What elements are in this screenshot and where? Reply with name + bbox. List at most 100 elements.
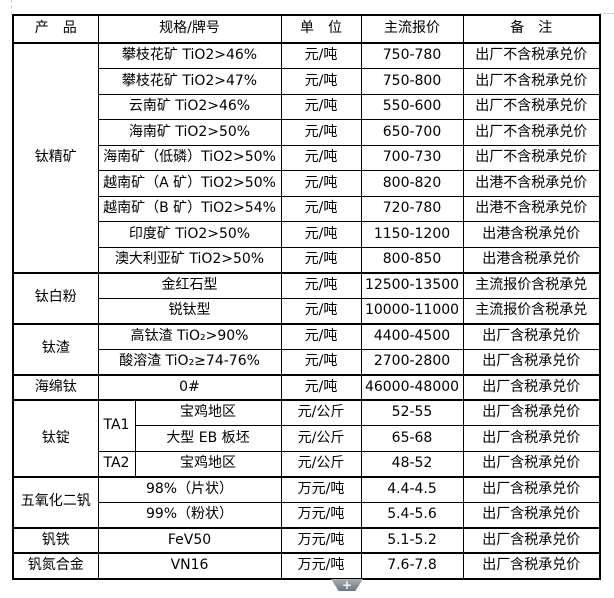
table-row: 印度矿 TiO2>50% 元/吨 1150-1200 出港含税承兑价 [13,221,601,248]
price-cell: 700-730 [360,144,464,171]
unit-cell: 元/吨 [280,373,362,401]
table-row: 海绵钛 0# 元/吨 46000-48000 出厂含税承兑价 [12,373,601,401]
unit-cell: 元/吨 [280,221,362,248]
price-cell: 4.4-4.5 [360,475,464,503]
note-cell: 出厂不含税承兑价 [462,119,601,146]
spec-cell: 锐钛型 [97,297,282,324]
table-row: 钛渣 高钛渣 TiO₂>90% 元/吨 4400-4500 出厂含税承兑价 [12,322,601,375]
spec-cell: 澳大利亚矿 TiO2>50% [97,246,282,273]
unit-cell: 元/吨 [280,68,362,95]
table-row: 钒氮合金 VN16 万元/吨 7.6-7.8 出厂含税承兑价 [12,552,601,579]
note-cell: 主流报价含税承兑 [462,297,601,324]
note-cell: 出港不含税承兑价 [462,195,601,222]
unit-cell: 元/公斤 [280,425,362,452]
price-table: 产 品 规格/牌号 单 位 主流报价 备 注 钛精矿 攀枝花矿 TiO2>46%… [12,14,601,580]
table-row: 钛精矿 攀枝花矿 TiO2>46% 元/吨 750-780 出厂不含税承兑价 [12,42,601,273]
note-cell: 出厂不含税承兑价 [462,42,601,69]
spec-cell: 攀枝花矿 TiO2>46% [97,42,282,69]
price-cell: 52-55 [360,399,464,426]
product-cell: 钛锭 [12,399,99,477]
spec-cell: 宝鸡地区 [134,450,282,477]
product-cell: 钒铁 [12,526,99,554]
col-header-price: 主流报价 [360,14,464,44]
table-row: 越南矿（B 矿）TiO2>54% 元/吨 720-780 出港不含税承兑价 [13,195,601,222]
table-row: 五氧化二钒 98%（片状） 万元/吨 4.4-4.5 出厂含税承兑价 [12,475,601,528]
unit-cell: 元/吨 [280,119,362,146]
note-cell: 出厂不含税承兑价 [462,144,601,171]
price-cell: 65-68 [360,425,464,452]
table-row: 越南矿（A 矿）TiO2>50% 元/吨 800-820 出港不含税承兑价 [13,170,601,197]
price-cell: 1150-1200 [360,221,464,248]
unit-cell: 元/公斤 [280,399,362,426]
table-row: 钒铁 FeV50 万元/吨 5.1-5.2 出厂含税承兑价 [12,526,601,554]
grade-cell: TA2 [97,450,136,477]
unit-cell: 元/吨 [280,170,362,197]
table-row: 大型 EB 板坯 元/公斤 65-68 出厂含税承兑价 [13,425,601,452]
table-row: TA2 宝鸡地区 元/公斤 48-52 出厂含税承兑价 [13,450,601,477]
unit-cell: 元/公斤 [280,450,362,477]
spec-cell: 0# [97,373,282,401]
unit-cell: 元/吨 [280,246,362,273]
col-header-note: 备 注 [462,14,601,44]
spec-cell: 98%（片状） [97,475,282,503]
unit-cell: 元/吨 [280,271,362,299]
table-row: 钛白粉 金红石型 元/吨 12500-13500 主流报价含税承兑 [12,271,601,324]
spec-cell: 高钛渣 TiO₂>90% [97,322,282,350]
product-cell: 钛白粉 [12,271,99,324]
price-cell: 2700-2800 [360,348,464,375]
note-cell: 出厂含税承兑价 [462,526,601,554]
spec-cell: 99%（粉状） [97,501,282,528]
price-cell: 650-700 [360,119,464,146]
unit-cell: 元/吨 [280,322,362,350]
note-cell: 出厂含税承兑价 [462,450,601,477]
unit-cell: 元/吨 [280,93,362,120]
note-cell: 出厂含税承兑价 [462,475,601,503]
note-cell: 出厂含税承兑价 [462,552,601,579]
price-cell: 12500-13500 [360,271,464,299]
price-cell: 720-780 [360,195,464,222]
spec-cell: 海南矿 TiO2>50% [97,119,282,146]
table-row: 酸溶渣 TiO₂≥74-76% 元/吨 2700-2800 出厂含税承兑价 [13,348,601,375]
spec-cell: VN16 [97,552,282,579]
note-cell: 出厂含税承兑价 [462,373,601,401]
price-cell: 800-850 [360,246,464,273]
table-row: 云南矿 TiO2>46% 元/吨 550-600 出厂不含税承兑价 [13,93,601,120]
table-row: 99%（粉状） 万元/吨 5.4-5.6 出厂含税承兑价 [13,501,601,528]
price-cell: 10000-11000 [360,297,464,324]
spec-cell: 越南矿（B 矿）TiO2>54% [97,195,282,222]
spec-cell: 云南矿 TiO2>46% [97,93,282,120]
col-header-unit: 单 位 [280,14,362,44]
note-cell: 出厂不含税承兑价 [462,93,601,120]
unit-cell: 元/吨 [280,42,362,69]
spec-cell: 海南矿（低磷）TiO2>50% [97,144,282,171]
note-cell: 主流报价含税承兑 [462,271,601,299]
price-cell: 7.6-7.8 [360,552,464,579]
product-cell: 钛精矿 [12,42,99,273]
unit-cell: 万元/吨 [280,526,362,554]
col-header-spec: 规格/牌号 [97,14,282,44]
spec-cell: FeV50 [97,526,282,554]
spec-cell: 金红石型 [97,271,282,299]
unit-cell: 万元/吨 [280,475,362,503]
spec-cell: 宝鸡地区 [134,399,282,426]
price-cell: 5.1-5.2 [360,526,464,554]
col-header-product: 产 品 [12,14,99,44]
table-row: 钛锭 TA1 宝鸡地区 元/公斤 52-55 出厂含税承兑价 [12,399,601,477]
note-cell: 出厂含税承兑价 [462,501,601,528]
spec-cell: 酸溶渣 TiO₂≥74-76% [97,348,282,375]
price-cell: 48-52 [360,450,464,477]
unit-cell: 元/吨 [280,348,362,375]
note-cell: 出港不含税承兑价 [462,170,601,197]
note-cell: 出厂含税承兑价 [462,399,601,426]
table-row: 澳大利亚矿 TiO2>50% 元/吨 800-850 出港含税承兑价 [13,246,601,273]
unit-cell: 元/吨 [280,297,362,324]
note-cell: 出厂含税承兑价 [462,348,601,375]
unit-cell: 元/吨 [280,144,362,171]
spec-cell: 攀枝花矿 TiO2>47% [97,68,282,95]
margin-guide-vertical [11,0,12,14]
note-cell: 出港含税承兑价 [462,221,601,248]
margin-guide-horizontal [599,13,614,14]
spec-cell: 印度矿 TiO2>50% [97,221,282,248]
expand-button[interactable]: + [331,579,363,591]
price-cell: 46000-48000 [360,373,464,401]
